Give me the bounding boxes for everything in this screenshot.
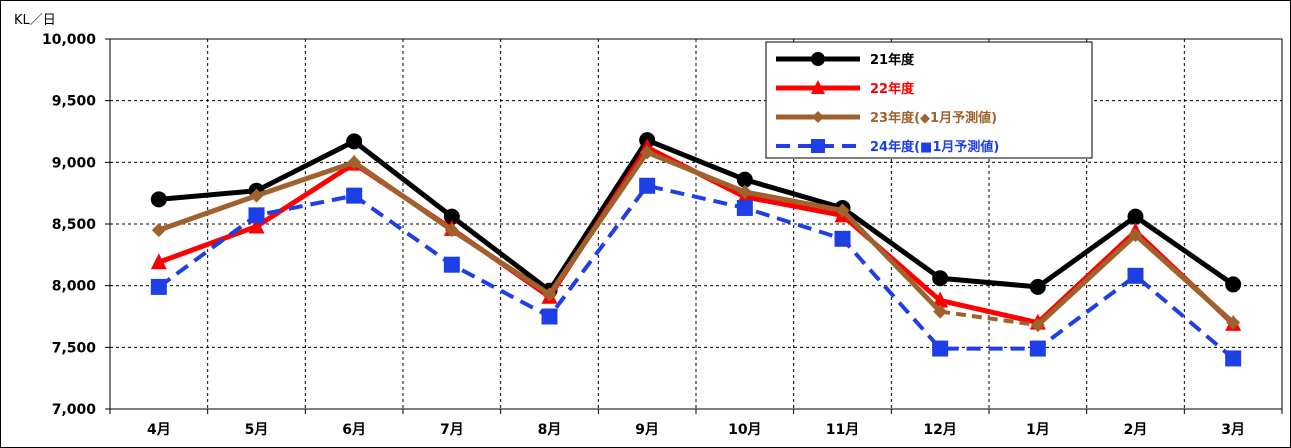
data-point [932,340,949,357]
data-point [1128,228,1143,243]
data-point [811,139,825,153]
data-point [737,184,752,199]
data-point [1226,315,1241,330]
x-tick-label: 8月 [538,422,562,438]
data-point [542,287,557,302]
data-point [736,199,753,216]
y-tick-label: 7,000 [52,402,97,418]
data-point [932,270,949,287]
legend-entry: 23年度(◆1月予測値) [776,110,997,126]
x-tick-label: 4月 [147,422,171,438]
data-point [1225,350,1242,367]
x-tick-label: 7月 [440,422,464,438]
data-point [932,291,949,308]
data-point [346,187,363,204]
x-tick-label: 9月 [635,422,659,438]
data-point [443,208,460,225]
x-tick-label: 3月 [1221,422,1245,438]
data-point [150,191,167,208]
x-tick-label: 5月 [245,422,269,438]
x-tick-label: 6月 [342,422,366,438]
legend-label: 23年度(◆1月予測値) [870,110,997,126]
data-point [1030,318,1045,333]
data-point [249,188,264,203]
series-3 [151,145,1241,333]
x-tick-label: 10月 [728,422,761,438]
series-line [157,183,1235,360]
x-tick-label: 11月 [826,422,859,438]
x-tick-label: 2月 [1124,422,1148,438]
x-tick-label: 12月 [923,422,956,438]
y-tick-label: 8,500 [52,217,97,233]
data-point [1225,276,1242,293]
series [150,132,1242,367]
data-point [811,80,825,94]
data-point [1029,340,1046,357]
legend-label: 21年度 [870,52,915,68]
legend-label: 24年度(■1月予測値) [870,139,999,155]
data-point [541,308,558,325]
data-point [812,111,824,123]
legend-entry: 21年度 [776,52,915,68]
y-unit-label: KL／日 [14,13,56,28]
y-tick-label: 10,000 [42,32,96,48]
data-point [151,223,166,238]
y-tick-label: 7,500 [52,340,97,356]
data-point [835,203,850,218]
axes: 7,000 7,500 8,000 8,500 9,000 9,500 10,000 4月 5月… [42,32,1283,438]
data-point [736,171,753,188]
data-point [443,256,460,273]
series-forecast-line [939,309,1039,328]
y-tick-label: 9,500 [52,94,97,110]
data-point [248,207,265,224]
data-point [1127,208,1144,225]
legend-label: 22年度 [870,81,915,97]
data-point [1029,278,1046,295]
series-4 [150,177,1242,367]
data-point [150,278,167,295]
data-point [639,177,656,194]
data-point [248,217,265,234]
legend-entry: 22年度 [776,80,915,97]
series-1 [150,132,1242,299]
data-point [347,155,362,170]
data-point [811,52,825,66]
data-point [150,253,167,270]
legend: 21年度 22年度 23年度(◆1月予測値) 24年度(■1月予測値) [765,41,1093,159]
data-point [640,145,655,160]
grid [110,38,1282,409]
data-point [444,223,459,238]
y-tick-label: 8,000 [52,279,97,295]
data-point [933,304,948,319]
data-point [834,230,851,247]
legend-entry: 24年度(■1月予測値) [776,139,999,155]
data-point [1127,267,1144,284]
x-tick-label: 1月 [1026,422,1050,438]
data-point [346,133,363,150]
series-line [158,137,1235,294]
y-tick-label: 9,000 [52,155,97,171]
